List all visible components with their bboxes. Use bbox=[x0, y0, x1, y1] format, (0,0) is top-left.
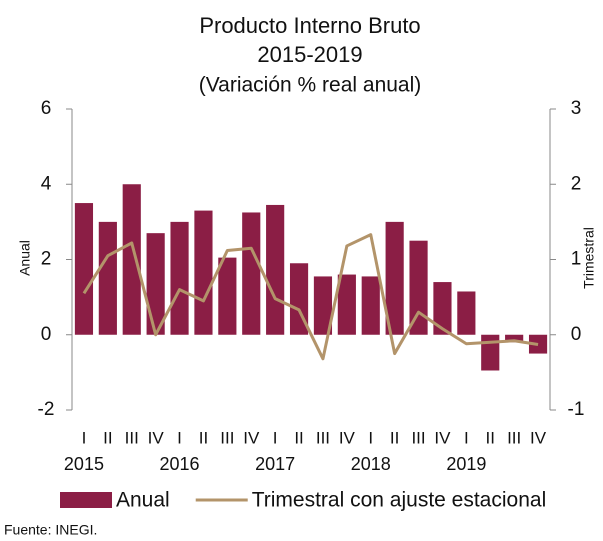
chart-subtitle: 2015-2019 bbox=[257, 42, 362, 67]
source-note: Fuente: INEGI. bbox=[4, 522, 97, 538]
y2-tick-label: 0 bbox=[571, 324, 582, 345]
x-tick-label: II bbox=[294, 428, 303, 447]
bar bbox=[385, 221, 404, 335]
y-tick-label: 2 bbox=[41, 249, 52, 270]
bar bbox=[313, 276, 333, 335]
x-tick-label: I bbox=[82, 428, 87, 447]
x-tick-label: II bbox=[390, 428, 399, 447]
bar bbox=[194, 210, 213, 335]
x-tick-label: IV bbox=[148, 428, 165, 447]
x-group-label: 2016 bbox=[160, 454, 200, 474]
x-tick-label: III bbox=[507, 428, 521, 447]
y-axis-label: Anual bbox=[17, 240, 33, 276]
y2-tick-label: 2 bbox=[571, 173, 582, 194]
x-tick-label: IV bbox=[243, 428, 260, 447]
bar bbox=[433, 282, 452, 335]
bar bbox=[457, 291, 476, 335]
legend-label: Anual bbox=[116, 489, 170, 512]
x-tick-label: II bbox=[486, 428, 495, 447]
line bbox=[82, 233, 539, 361]
x-tick-label: III bbox=[220, 428, 234, 447]
bar bbox=[337, 274, 356, 335]
chart-title: Producto Interno Bruto bbox=[199, 13, 420, 38]
x-tick-label: II bbox=[103, 428, 112, 447]
bar bbox=[409, 240, 428, 335]
y-tick-label: 0 bbox=[41, 324, 52, 345]
x-tick-label: III bbox=[316, 428, 330, 447]
x-tick-label: I bbox=[368, 428, 373, 447]
bar bbox=[170, 221, 189, 335]
x-tick-label: III bbox=[411, 428, 425, 447]
legend-label: Trimestral con ajuste estacional bbox=[252, 489, 547, 512]
bar bbox=[266, 204, 285, 335]
x-tick-label: I bbox=[177, 428, 182, 447]
bar bbox=[361, 276, 380, 335]
x-group-label: 2018 bbox=[351, 454, 391, 474]
x-tick-label: II bbox=[199, 428, 208, 447]
x-tick-label: IV bbox=[434, 428, 451, 447]
x-tick-label: IV bbox=[530, 428, 547, 447]
x-tick-label: IV bbox=[339, 428, 356, 447]
x-group-label: 2017 bbox=[255, 454, 295, 474]
legend-swatch bbox=[60, 492, 112, 508]
y-tick-label: 4 bbox=[41, 173, 52, 194]
bar bbox=[505, 334, 524, 343]
x-tick-label: I bbox=[273, 428, 278, 447]
bar bbox=[122, 184, 141, 335]
y2-axis-label: Trimestral bbox=[581, 227, 597, 289]
y2-tick-label: 3 bbox=[571, 98, 582, 119]
x-group-label: 2015 bbox=[64, 454, 104, 474]
bar bbox=[218, 257, 237, 335]
y-tick-label: -2 bbox=[38, 399, 55, 420]
x-tick-label: I bbox=[464, 428, 469, 447]
chart-subtitle: (Variación % real anual) bbox=[199, 74, 422, 97]
y2-tick-label: 1 bbox=[571, 249, 582, 270]
y2-tick-label: -1 bbox=[568, 399, 585, 420]
bar bbox=[74, 203, 94, 335]
bar bbox=[481, 334, 500, 371]
x-tick-label: III bbox=[125, 428, 139, 447]
x-group-label: 2019 bbox=[446, 454, 486, 474]
bar bbox=[146, 233, 165, 335]
y-tick-label: 6 bbox=[41, 98, 52, 119]
bar bbox=[98, 221, 117, 335]
bar bbox=[242, 212, 261, 335]
